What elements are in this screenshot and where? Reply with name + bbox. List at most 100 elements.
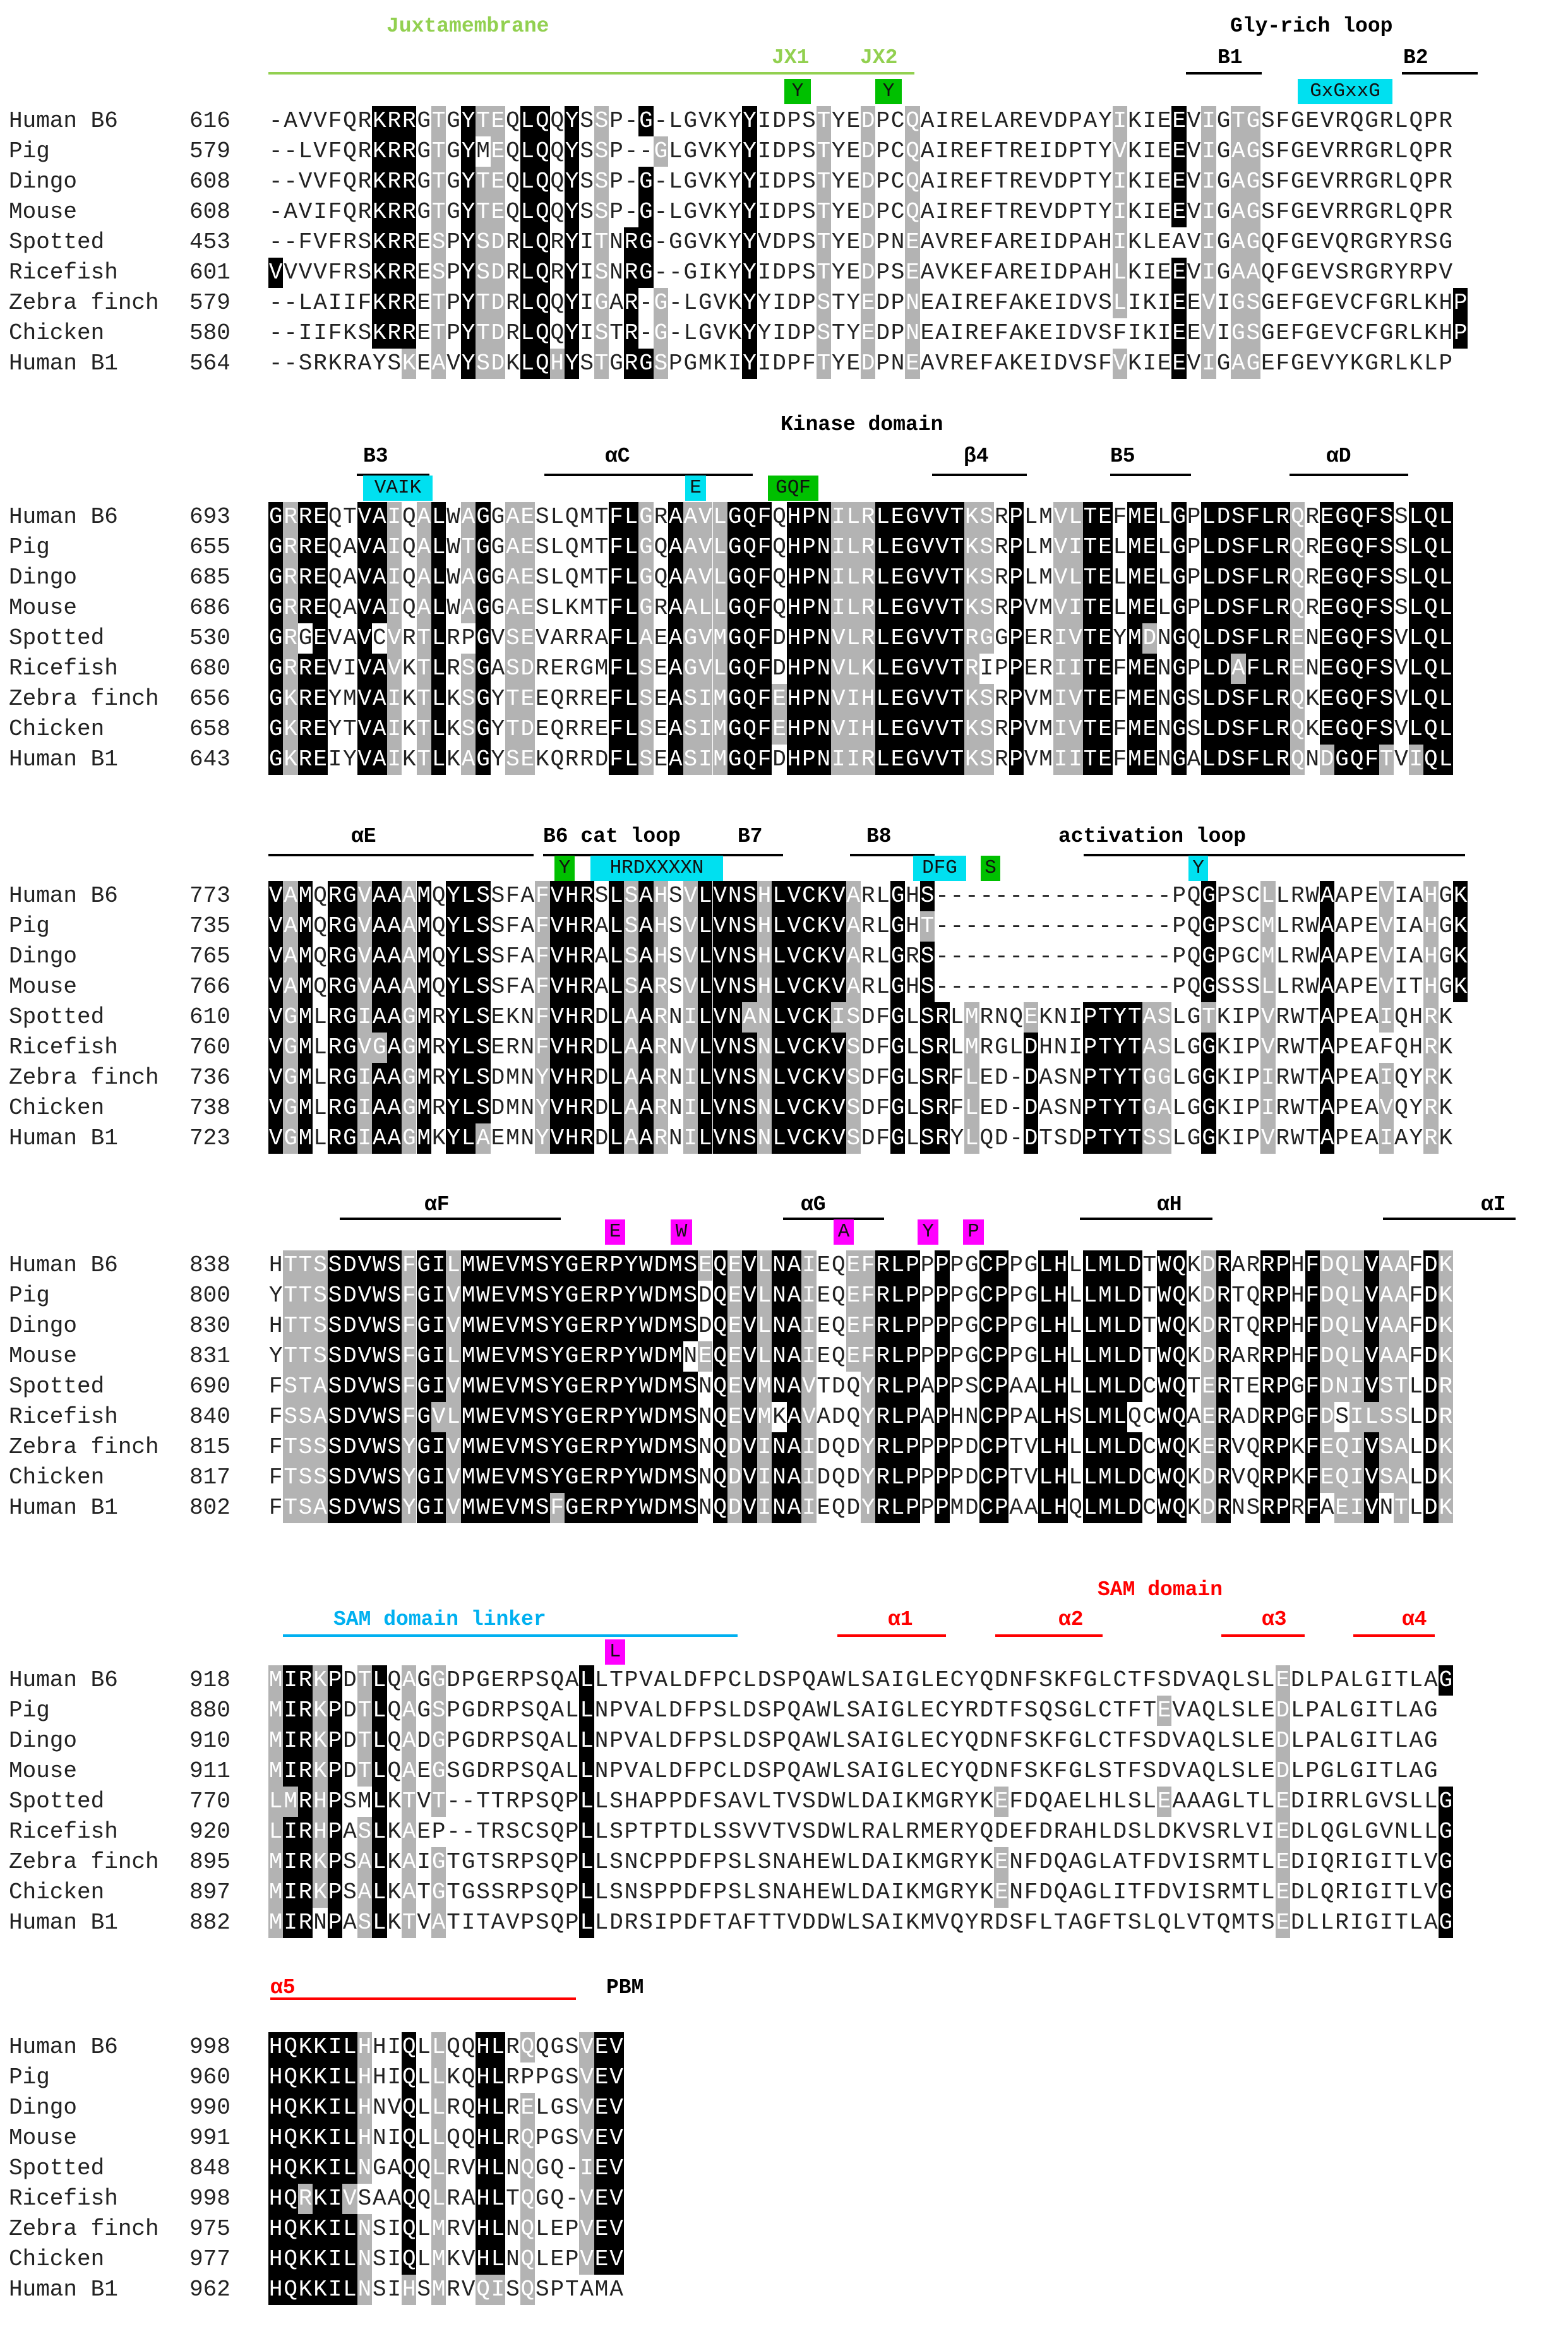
residue: R (297, 1787, 313, 1817)
residue: E (964, 227, 979, 258)
motif-tag: Y (875, 79, 902, 104)
residue: R (594, 1493, 609, 1523)
residue: G (1024, 1341, 1038, 1372)
residue: V (579, 2063, 594, 2093)
residue: E (1364, 972, 1379, 1002)
residue: - (1083, 942, 1098, 972)
residue: G (1216, 106, 1231, 136)
residue: N (816, 654, 832, 684)
species-label: Human B1 (9, 1123, 118, 1154)
residue: T (446, 1877, 460, 1908)
residue: A (372, 745, 387, 775)
residue: S (979, 502, 995, 532)
residue: P (1334, 1093, 1349, 1123)
residue: S (579, 167, 594, 197)
residue: V (831, 623, 846, 654)
residue: M (1127, 563, 1142, 593)
residue: K (1216, 1123, 1231, 1154)
residue: Q (1290, 532, 1305, 563)
residue: V (786, 1093, 802, 1123)
residue: E (1319, 684, 1335, 714)
residue: H (476, 2184, 491, 2214)
residue: V (683, 881, 698, 911)
residue: S (565, 2123, 579, 2153)
residue: D (861, 167, 876, 197)
residue: V (505, 1402, 520, 1432)
residue: P (787, 258, 801, 288)
residue: L (490, 2063, 506, 2093)
residue: L (772, 1002, 787, 1033)
residue: Q (550, 1847, 565, 1877)
residue: N (609, 258, 623, 288)
residue: M (268, 1665, 284, 1696)
residue: H (653, 942, 669, 972)
residue: M (1038, 502, 1053, 532)
residue: T (505, 714, 520, 745)
residue: P (1068, 197, 1082, 227)
residue: K (446, 714, 460, 745)
residue: L (490, 2184, 506, 2214)
residue: S (594, 106, 609, 136)
residue: K (387, 1787, 402, 1817)
residue: E (490, 1341, 506, 1372)
residue: Y (742, 136, 757, 167)
residue: S (520, 1696, 535, 1726)
residue: D (772, 623, 786, 654)
residue: Y (831, 349, 846, 379)
residue: G (905, 714, 920, 745)
residue: R (1275, 654, 1291, 684)
residue: T (949, 654, 965, 684)
species-label: Mouse (9, 1341, 77, 1372)
residue: M (476, 136, 490, 167)
residue: V (801, 1402, 817, 1432)
residue: P (950, 1250, 964, 1281)
residue: L (1438, 714, 1453, 745)
residue: G (416, 1250, 431, 1281)
residue: E (313, 563, 328, 593)
residue: - (268, 349, 283, 379)
residue: D (1201, 1493, 1216, 1523)
residue: E (1142, 745, 1157, 775)
species-label: Zebra finch (9, 1432, 159, 1463)
residue: D (476, 1756, 490, 1787)
residue: R (1350, 167, 1364, 197)
residue: D (1275, 1726, 1291, 1756)
residue: D (1319, 1402, 1335, 1432)
residue: D (520, 714, 536, 745)
residue: G (1216, 349, 1231, 379)
residue: - (994, 911, 1008, 942)
residue: F (1276, 106, 1290, 136)
residue: E (1142, 714, 1157, 745)
residue: E (979, 318, 994, 349)
residue: D (594, 745, 609, 775)
residue: Q (1394, 1063, 1408, 1093)
residue: Q (283, 2153, 298, 2184)
residue: Q (1423, 623, 1439, 654)
residue: E (846, 1250, 861, 1281)
residue: W (817, 1726, 831, 1756)
residue: A (683, 563, 698, 593)
residue: R (653, 1002, 669, 1033)
residue: L (757, 1787, 772, 1817)
residue: Q (550, 318, 565, 349)
residue: S (919, 972, 935, 1002)
residue: I (431, 1341, 446, 1372)
residue: N (1009, 1847, 1024, 1877)
residue: V (1246, 1817, 1260, 1847)
residue: Y (727, 167, 742, 197)
start-position: 693 (189, 502, 246, 532)
residue: D (342, 1463, 357, 1493)
residue: Q (1171, 1341, 1187, 1372)
residue: P (935, 1493, 950, 1523)
residue: E (1319, 1463, 1335, 1493)
residue: K (1305, 714, 1320, 745)
residue: W (1305, 942, 1320, 972)
residue: L (594, 1665, 609, 1696)
residue: V (549, 1093, 565, 1123)
residue: D (417, 1726, 431, 1756)
residue: D (1023, 1033, 1039, 1063)
residue: Y (535, 1123, 550, 1154)
residue: L (565, 1756, 579, 1787)
residue: I (327, 2244, 343, 2275)
